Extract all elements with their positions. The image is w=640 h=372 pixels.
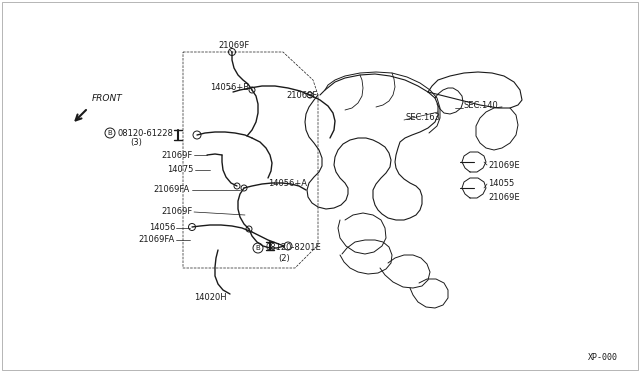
- Text: 14056+B: 14056+B: [210, 83, 249, 92]
- Text: 21069FA: 21069FA: [154, 186, 190, 195]
- Text: SEC.163: SEC.163: [405, 113, 440, 122]
- Text: XP-000: XP-000: [588, 353, 618, 362]
- Text: 08120-61228: 08120-61228: [118, 128, 174, 138]
- Text: (3): (3): [130, 138, 142, 148]
- Text: FRONT: FRONT: [92, 94, 123, 103]
- Text: 08120-8201E: 08120-8201E: [266, 244, 322, 253]
- Text: 21069F: 21069F: [286, 92, 317, 100]
- Text: 21069F: 21069F: [162, 151, 193, 160]
- Text: B: B: [108, 130, 113, 136]
- Text: 14055: 14055: [488, 180, 515, 189]
- Text: B: B: [255, 245, 260, 251]
- Text: 14056+A: 14056+A: [268, 179, 307, 187]
- Text: 21069FA: 21069FA: [139, 235, 175, 244]
- Text: 21069F: 21069F: [162, 208, 193, 217]
- Text: 14056: 14056: [148, 224, 175, 232]
- Text: 21069E: 21069E: [488, 193, 520, 202]
- Text: 21069E: 21069E: [488, 160, 520, 170]
- Text: 14075: 14075: [166, 166, 193, 174]
- Text: 21069F: 21069F: [218, 42, 249, 51]
- Text: (2): (2): [278, 253, 290, 263]
- Text: SEC.140: SEC.140: [464, 100, 499, 109]
- Text: 14020H: 14020H: [194, 294, 227, 302]
